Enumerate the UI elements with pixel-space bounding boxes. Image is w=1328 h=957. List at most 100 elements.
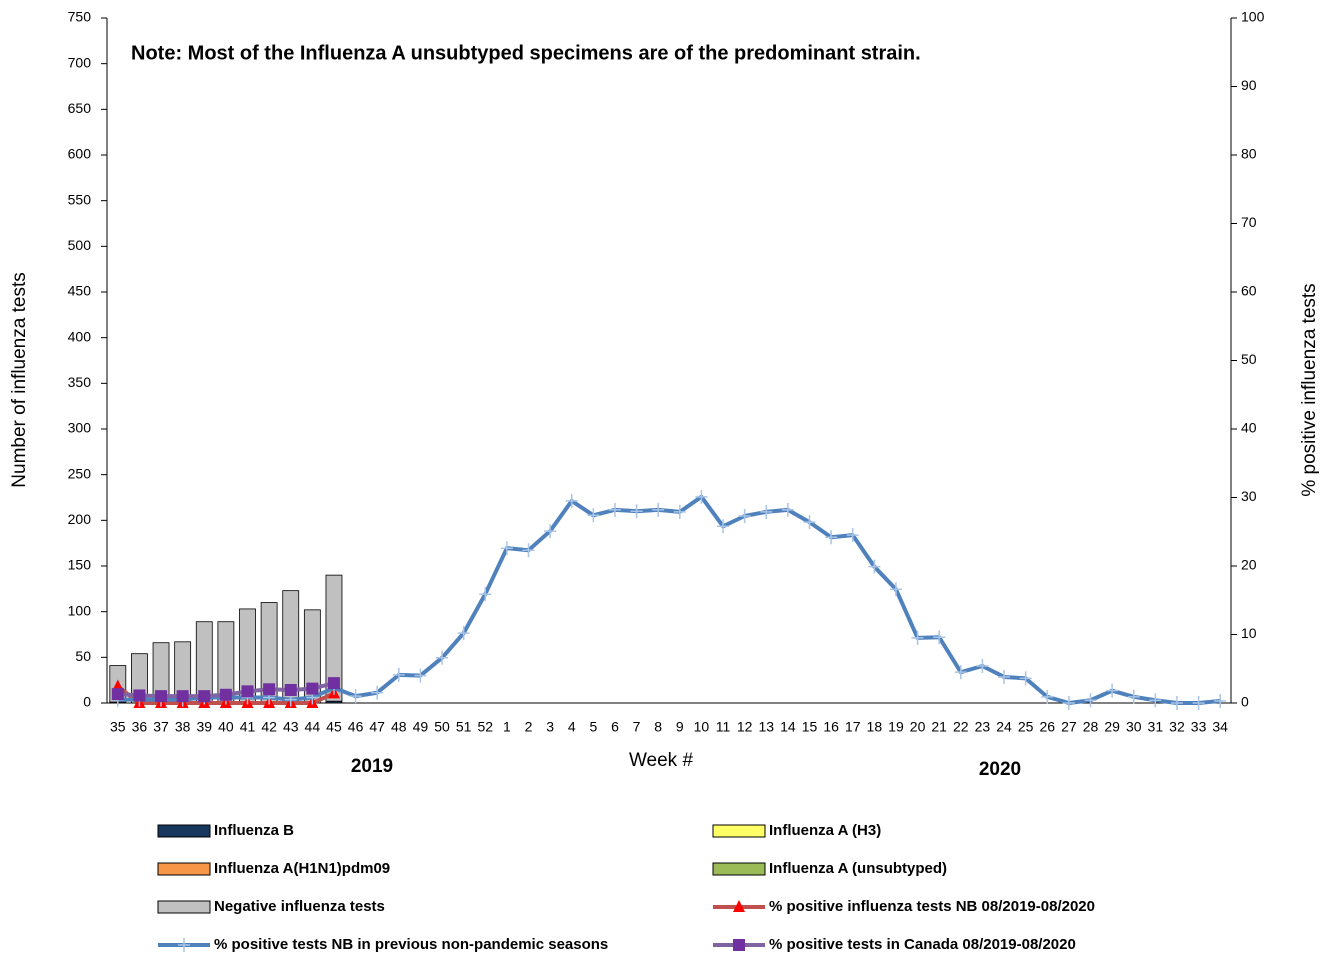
year-label: 2020 (979, 759, 1021, 780)
y2-axis-title: % positive influenza tests (1299, 283, 1320, 496)
legend-label: % positive tests NB in previous non-pand… (214, 936, 608, 953)
marker (1214, 693, 1227, 708)
legend-swatch (157, 900, 211, 914)
y-tick-label: 650 (68, 100, 92, 116)
legend-label: Influenza B (214, 822, 294, 839)
x-axis-title: Week # (629, 750, 694, 771)
y2-tick-label: 20 (1241, 557, 1257, 573)
y2-tick-label: 60 (1241, 283, 1257, 299)
marker (889, 582, 902, 597)
x-tick-label: 11 (716, 719, 731, 735)
x-tick-label: 9 (676, 719, 684, 735)
marker (479, 587, 492, 602)
marker (911, 630, 924, 645)
y-tick-label: 550 (68, 191, 92, 207)
legend-swatch (157, 824, 211, 838)
marker (1127, 689, 1140, 704)
y-tick-label: 50 (75, 648, 91, 664)
x-tick-label: 17 (845, 719, 861, 735)
x-tick-label: 39 (196, 719, 212, 735)
legend-marker (733, 939, 745, 951)
x-tick-label: 1 (503, 719, 511, 735)
x-tick-label: 12 (737, 719, 753, 735)
y2-tick-label: 100 (1241, 9, 1265, 25)
y-tick-label: 450 (68, 283, 92, 299)
marker (133, 689, 146, 702)
marker (738, 508, 751, 523)
x-tick-label: 40 (218, 719, 234, 735)
marker (998, 669, 1011, 684)
x-tick-label: 4 (568, 719, 576, 735)
x-tick-label: 37 (153, 719, 169, 735)
marker (717, 519, 730, 534)
x-tick-label: 21 (931, 719, 947, 735)
y2-tick-label: 80 (1241, 146, 1257, 162)
x-tick-label: 42 (261, 719, 277, 735)
x-tick-label: 2 (525, 719, 533, 735)
marker (155, 690, 168, 703)
y-tick-label: 600 (68, 146, 92, 162)
y-tick-label: 250 (68, 465, 92, 481)
y-axis-title: Number of influenza tests (9, 272, 30, 487)
marker (219, 688, 232, 701)
legend-swatch (712, 824, 766, 838)
x-tick-label: 19 (888, 719, 904, 735)
y-tick-label: 300 (68, 420, 92, 436)
y-tick-label: 100 (68, 602, 92, 618)
x-tick-label: 15 (802, 719, 818, 735)
legend-marker (178, 938, 190, 952)
x-tick-label: 41 (240, 719, 256, 735)
marker (565, 493, 578, 508)
legend-marker (733, 900, 745, 912)
marker (760, 504, 773, 519)
x-tick-label: 43 (283, 719, 299, 735)
x-tick-label: 10 (694, 719, 710, 735)
marker (327, 677, 340, 690)
x-tick-label: 23 (975, 719, 991, 735)
x-tick-label: 16 (823, 719, 839, 735)
marker (111, 688, 124, 701)
x-tick-label: 52 (477, 719, 493, 735)
y2-tick-label: 0 (1241, 694, 1249, 710)
x-tick-label: 49 (413, 719, 429, 735)
x-tick-label: 47 (369, 719, 385, 735)
marker (803, 515, 816, 530)
x-tick-label: 20 (910, 719, 926, 735)
y-tick-label: 750 (68, 9, 92, 25)
marker (673, 504, 686, 519)
marker (457, 626, 470, 641)
marker (933, 630, 946, 645)
marker (825, 530, 838, 545)
x-tick-label: 33 (1191, 719, 1207, 735)
note: Note: Most of the Influenza A unsubtyped… (131, 42, 921, 64)
marker (263, 683, 276, 696)
marker (1084, 693, 1097, 708)
x-tick-label: 8 (654, 719, 662, 735)
x-tick-label: 18 (867, 719, 883, 735)
marker (436, 650, 449, 665)
marker (630, 504, 643, 519)
marker (652, 502, 665, 517)
x-tick-label: 38 (175, 719, 191, 735)
x-tick-label: 28 (1083, 719, 1099, 735)
x-tick-label: 29 (1104, 719, 1120, 735)
x-tick-label: 44 (305, 719, 321, 735)
bar (325, 574, 343, 702)
marker (608, 502, 621, 517)
y-tick-label: 400 (68, 328, 92, 344)
x-tick-label: 48 (391, 719, 407, 735)
marker (781, 502, 794, 517)
y-tick-label: 150 (68, 557, 92, 573)
marker (371, 685, 384, 700)
x-tick-label: 36 (132, 719, 148, 735)
y2-tick-label: 30 (1241, 488, 1257, 504)
marker (587, 508, 600, 523)
legend-label: Negative influenza tests (214, 898, 385, 915)
y2-tick-label: 40 (1241, 420, 1257, 436)
x-tick-label: 31 (1148, 719, 1164, 735)
x-tick-label: 22 (953, 719, 969, 735)
marker (1149, 693, 1162, 708)
x-tick-label: 5 (589, 719, 597, 735)
